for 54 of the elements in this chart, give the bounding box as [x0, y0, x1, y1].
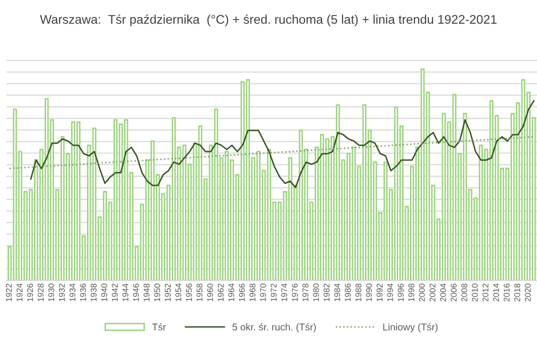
x-tick-label: 1948	[144, 284, 150, 302]
x-tick-label: 1924	[16, 284, 22, 302]
x-tick-label: 1950	[154, 284, 160, 302]
x-tick-label: 2006	[450, 284, 457, 302]
x-tick-label: 1964	[228, 284, 234, 302]
chart-title: Warszawa: Tśr października (°C) + śred. ruchoma (5 lat) + linia trendu 1922-2021	[40, 14, 497, 26]
x-tick-label: 1956	[186, 284, 192, 302]
x-tick-label: 1926	[27, 284, 34, 302]
x-tick-label: 1998	[408, 284, 414, 302]
x-tick-label: 1980	[313, 284, 319, 302]
x-tick-label: 1996	[398, 284, 404, 302]
x-tick-label: 1982	[324, 284, 330, 302]
x-tick-label: 1930	[48, 284, 54, 302]
x-tick-label: 1976	[292, 284, 298, 302]
x-tick-label: 1968	[250, 284, 256, 302]
x-tick-label: 1990	[366, 284, 372, 302]
x-tick-label: 1958	[196, 284, 202, 302]
x-tick-label: 1970	[260, 284, 266, 302]
x-tick-label: 1944	[122, 284, 128, 302]
x-tick-label: 2020	[524, 284, 531, 302]
x-tick-label: 1942	[112, 284, 118, 302]
x-tick-label: 1960	[207, 284, 214, 302]
x-tick-label: 1994	[387, 284, 394, 302]
legend-label: Liniowy (Tśr)	[383, 323, 438, 332]
x-tick-label: 1972	[270, 284, 277, 302]
x-tick-label: 1978	[302, 284, 308, 302]
x-tick-label: 1984	[334, 284, 340, 302]
x-tick-label: 2000	[418, 284, 425, 302]
x-tick-label: 1936	[80, 284, 86, 302]
x-tick-label: 2018	[514, 284, 520, 302]
legend-label: Tśr	[152, 323, 166, 330]
x-tick-label: 1928	[38, 284, 44, 302]
x-tick-label: 1922	[6, 284, 12, 302]
x-tick-label: 1966	[238, 284, 245, 302]
legend-label: 5 okr. śr. ruch. (Tśr)	[232, 323, 316, 332]
x-tick-label: 1934	[69, 284, 76, 302]
x-tick-label: 1992	[376, 284, 383, 302]
x-tick-label: 2012	[482, 284, 488, 302]
x-tick-label: 2010	[472, 284, 478, 302]
x-tick-label: 1952	[164, 284, 171, 302]
x-tick-label: 1954	[175, 284, 182, 302]
x-tick-label: 1962	[218, 284, 224, 302]
x-tick-label: 1986	[344, 284, 351, 302]
x-tick-label: 2008	[461, 284, 468, 302]
x-tick-label: 1946	[133, 284, 139, 302]
x-tick-label: 2016	[504, 284, 510, 302]
x-tick-label: 2002	[430, 284, 436, 302]
x-tick-label: 2014	[493, 284, 499, 302]
x-tick-label: 1932	[58, 284, 65, 302]
x-tick-label: 1974	[281, 284, 288, 302]
x-tick-label: 1988	[355, 284, 362, 302]
x-tick-label: 1940	[101, 284, 108, 302]
x-tick-label: 2004	[440, 284, 446, 302]
x-tick-label: 1938	[90, 284, 97, 302]
